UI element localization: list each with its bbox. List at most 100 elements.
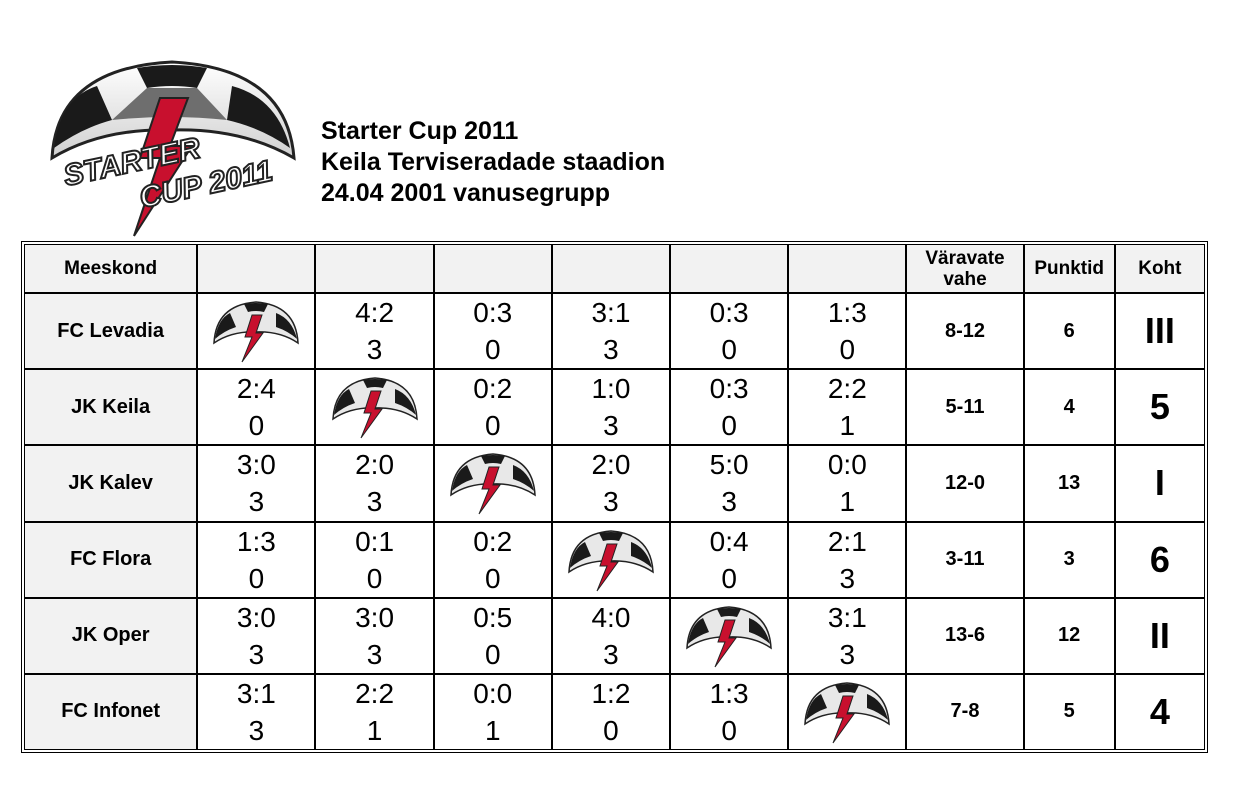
col-header-blank	[551, 244, 671, 294]
match-result-cell: 2:2 1	[315, 673, 434, 750]
match-result-cell: 5:0 3	[670, 445, 789, 522]
team-name-cell: FC Infonet	[24, 673, 198, 750]
match-result-cell: 3:0 3	[197, 597, 316, 674]
match-result-cell: 4:2 3	[315, 293, 434, 370]
points-cell: 12	[1023, 597, 1115, 674]
table-row: FC Infonet 3:1 3 2:2 1 0:0 1 1:2 0 1:3 0 7-8 5 4	[24, 673, 1205, 750]
match-score: 1:0	[591, 373, 631, 405]
match-points: 0	[603, 714, 619, 746]
table-row: JK Keila 2:4 0 0:2 0 1:0 3 0:3 0 2:2 1 5-11 4 5	[24, 369, 1205, 446]
place-cell: 4	[1114, 673, 1205, 750]
match-result-cell: 0:2 0	[433, 369, 552, 446]
match-result-cell: 4:0 3	[551, 597, 671, 674]
match-result-cell: 1:0 3	[551, 369, 671, 446]
goal-diff-cell: 8-12	[906, 293, 1024, 370]
match-score: 0:3	[709, 297, 749, 329]
match-result-cell: 0:2 0	[433, 521, 552, 598]
match-result-cell: 1:3 0	[788, 293, 907, 370]
match-score: 1:3	[827, 297, 867, 329]
match-score: 2:2	[827, 373, 867, 405]
match-score: 1:2	[591, 677, 631, 709]
place-cell: III	[1114, 293, 1205, 370]
place-cell: II	[1114, 597, 1205, 674]
match-score: 0:2	[473, 525, 513, 557]
match-score: 1:3	[236, 525, 276, 557]
col-header-blank	[197, 244, 316, 294]
match-result-cell: 0:3 0	[433, 293, 552, 370]
team-name-cell: FC Flora	[24, 521, 198, 598]
match-score: 0:1	[355, 525, 395, 557]
match-points: 0	[484, 334, 501, 366]
match-score: 3:0	[355, 601, 395, 633]
points-cell: 6	[1023, 293, 1115, 370]
match-points: 0	[248, 410, 265, 442]
match-points: 3	[248, 638, 265, 670]
match-result-cell: 3:1 3	[197, 673, 316, 750]
team-name-cell: FC Levadia	[24, 293, 198, 370]
match-result-cell: 2:0 3	[551, 445, 671, 522]
match-result-cell: 1:3 0	[670, 673, 789, 750]
team-name-cell: JK Oper	[24, 597, 198, 674]
match-points: 3	[721, 486, 737, 518]
match-score: 2:0	[591, 449, 631, 481]
col-header-blank	[433, 244, 552, 294]
goal-diff-cell: 7-8	[906, 673, 1024, 750]
col-header-blank	[315, 244, 434, 294]
match-score: 4:2	[355, 297, 395, 329]
match-points: 0	[721, 334, 737, 366]
match-result-cell: 3:0 3	[315, 597, 434, 674]
match-points: 0	[366, 562, 383, 594]
mini-logo-icon	[568, 529, 654, 591]
mini-logo-icon	[449, 453, 536, 515]
match-points: 0	[484, 410, 501, 442]
match-score: 1:3	[709, 677, 749, 709]
match-points: 3	[839, 638, 856, 670]
match-score: 0:0	[827, 449, 867, 481]
match-score: 0:3	[473, 297, 513, 329]
match-score: 3:1	[236, 677, 276, 709]
match-result-cell: 0:3 0	[670, 369, 789, 446]
match-result-cell: 0:1 0	[315, 521, 434, 598]
table-row: FC Flora 1:3 0 0:1 0 0:2 0 0:4 0 2:1 3 3-11 3 6	[24, 521, 1205, 598]
match-points: 0	[839, 334, 856, 366]
self-match-logo-cell	[670, 597, 789, 674]
match-points: 0	[484, 638, 501, 670]
match-result-cell: 0:0 1	[788, 445, 907, 522]
match-score: 5:0	[709, 449, 749, 481]
match-points: 1	[484, 714, 501, 746]
date-line: 24.04 2001 vanusegrupp	[321, 179, 611, 207]
match-points: 3	[248, 714, 265, 746]
header-block: Starter Cup 2011 Keila Terviseradade sta…	[321, 116, 665, 209]
logo-ball-icon: STARTER CUP 2011	[50, 60, 296, 237]
table-row: JK Oper 3:0 3 3:0 3 0:5 0 4:0 3 3:1 3 13-6 12 II	[24, 597, 1205, 674]
match-points: 0	[248, 562, 265, 594]
match-score: 3:0	[236, 449, 276, 481]
title-line: Starter Cup 2011	[321, 117, 519, 145]
match-result-cell: 0:3 0	[670, 293, 789, 370]
match-score: 3:0	[236, 601, 276, 633]
match-points: 3	[603, 638, 619, 670]
goal-diff-cell: 5-11	[906, 369, 1024, 446]
match-score: 2:4	[236, 373, 276, 405]
match-points: 3	[366, 486, 383, 518]
match-score: 2:2	[355, 677, 395, 709]
place-cell: I	[1114, 445, 1205, 522]
match-result-cell: 0:0 1	[433, 673, 552, 750]
match-score: 0:2	[473, 373, 513, 405]
col-header-place: Koht	[1114, 244, 1205, 294]
goal-diff-cell: 12-0	[906, 445, 1024, 522]
header-row: Meeskond Väravate vahe Punktid Koht	[24, 244, 1205, 294]
match-points: 3	[839, 562, 856, 594]
points-cell: 4	[1023, 369, 1115, 446]
match-result-cell: 3:1 3	[788, 597, 907, 674]
match-result-cell: 3:1 3	[551, 293, 671, 370]
col-header-goal-diff: Väravate vahe	[906, 244, 1024, 294]
table-row: FC Levadia 4:2 3 0:3 0 3:1 3 0:3 0 1:3 0 8-12 6 III	[24, 293, 1205, 370]
points-cell: 13	[1023, 445, 1115, 522]
team-name-cell: JK Kalev	[24, 445, 198, 522]
match-score: 0:3	[709, 373, 749, 405]
match-score: 0:4	[709, 525, 749, 557]
match-points: 0	[721, 714, 737, 746]
self-match-logo-cell	[197, 293, 316, 370]
match-result-cell: 1:3 0	[197, 521, 316, 598]
